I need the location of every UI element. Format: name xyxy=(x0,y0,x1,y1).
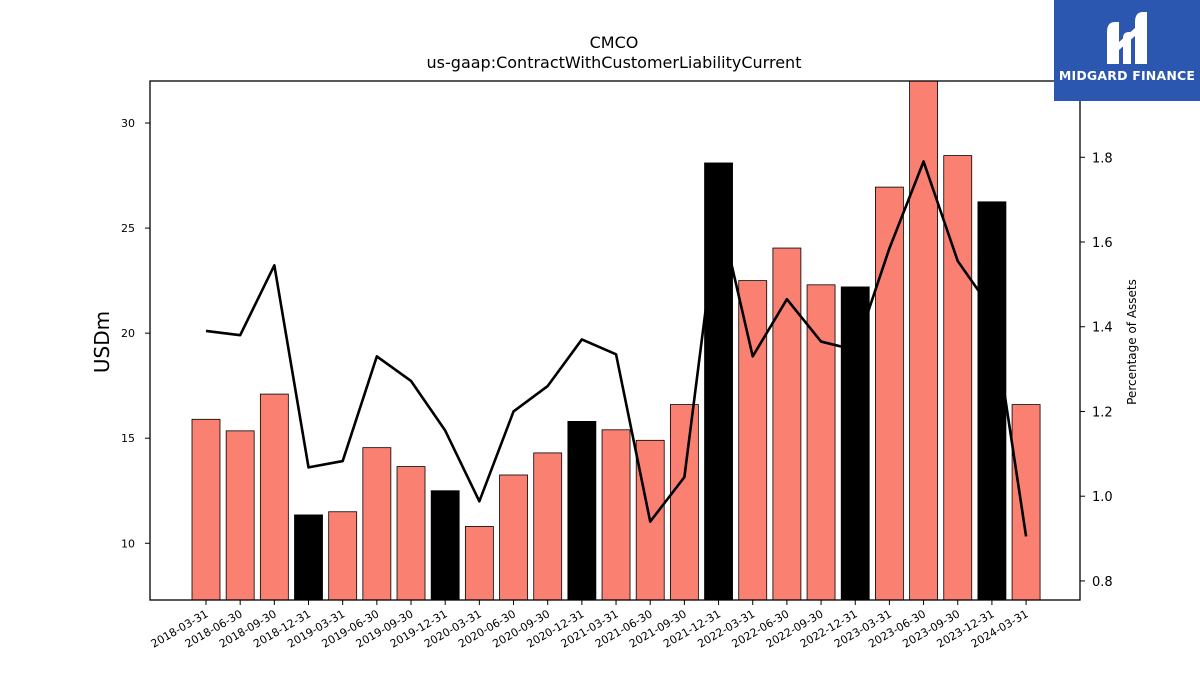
y-axis-label: USDm xyxy=(90,311,114,373)
plot-frame xyxy=(149,80,1081,601)
y2-tick-label: 1.4 xyxy=(1092,321,1113,336)
bar-2019-06-30 xyxy=(362,447,392,600)
bar-2021-12-31 xyxy=(704,162,733,600)
y-tick-label: 25 xyxy=(121,222,135,235)
bar-2019-09-30 xyxy=(396,466,426,600)
bar-2023-03-31 xyxy=(875,186,904,600)
y2-tick-label: 1.8 xyxy=(1092,151,1113,166)
bar-2018-06-30 xyxy=(225,430,255,600)
bar-2024-03-31 xyxy=(1011,404,1041,600)
y-tick-label: 30 xyxy=(121,117,135,130)
bar-2020-12-31 xyxy=(567,420,597,600)
bar-2018-12-31 xyxy=(294,514,323,600)
bar-2019-12-31 xyxy=(430,490,460,600)
bar-2020-03-31 xyxy=(464,526,494,600)
bar-2022-09-30 xyxy=(806,284,836,600)
bar-2022-12-31 xyxy=(840,286,870,600)
y-tick-label: 20 xyxy=(121,327,135,340)
bar-2021-03-31 xyxy=(601,429,631,600)
bar-2020-06-30 xyxy=(499,474,528,600)
bar-2021-09-30 xyxy=(669,404,699,600)
chart-title: CMCO xyxy=(590,33,639,52)
midgard-finance-logo: MIDGARD FINANCE xyxy=(1054,0,1200,101)
y-tick-label: 10 xyxy=(121,537,135,550)
y2-tick-label: 1.6 xyxy=(1092,236,1113,251)
bars-layer xyxy=(191,81,1041,600)
y2-tick-label: 1.2 xyxy=(1092,405,1113,420)
bar-2023-12-31 xyxy=(977,201,1007,600)
y-tick-label: 15 xyxy=(121,432,135,445)
y2-tick-label: 0.8 xyxy=(1092,575,1113,590)
y2-tick-label: 1.0 xyxy=(1092,490,1113,505)
percentage-of-assets-line xyxy=(205,160,1028,537)
bar-2019-03-31 xyxy=(328,511,358,600)
bar-2023-09-30 xyxy=(943,155,973,600)
y2-axis-label: Percentage of Assets xyxy=(1125,279,1139,405)
bar-2023-06-30 xyxy=(909,81,938,600)
bar-2020-09-30 xyxy=(533,452,563,600)
bar-2022-03-31 xyxy=(738,280,768,600)
line-layer xyxy=(205,160,1028,537)
midgard-logo-icon xyxy=(1107,12,1147,64)
bar-2018-09-30 xyxy=(259,393,289,600)
bar-2018-03-31 xyxy=(191,418,221,600)
logo-text: MIDGARD FINANCE xyxy=(1058,68,1196,83)
bar-2022-06-30 xyxy=(772,247,802,600)
chart-subtitle: us-gaap:ContractWithCustomerLiabilityCur… xyxy=(427,53,802,72)
